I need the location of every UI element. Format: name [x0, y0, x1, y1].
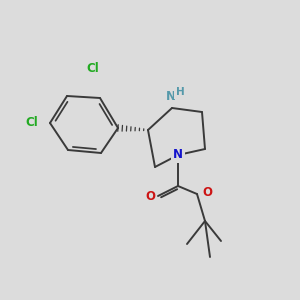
Text: Cl: Cl [26, 116, 38, 128]
Text: O: O [202, 185, 212, 199]
Text: H: H [176, 87, 184, 97]
Text: O: O [145, 190, 155, 203]
Text: Cl: Cl [87, 61, 99, 74]
Text: N: N [166, 89, 176, 103]
Text: N: N [173, 148, 183, 161]
